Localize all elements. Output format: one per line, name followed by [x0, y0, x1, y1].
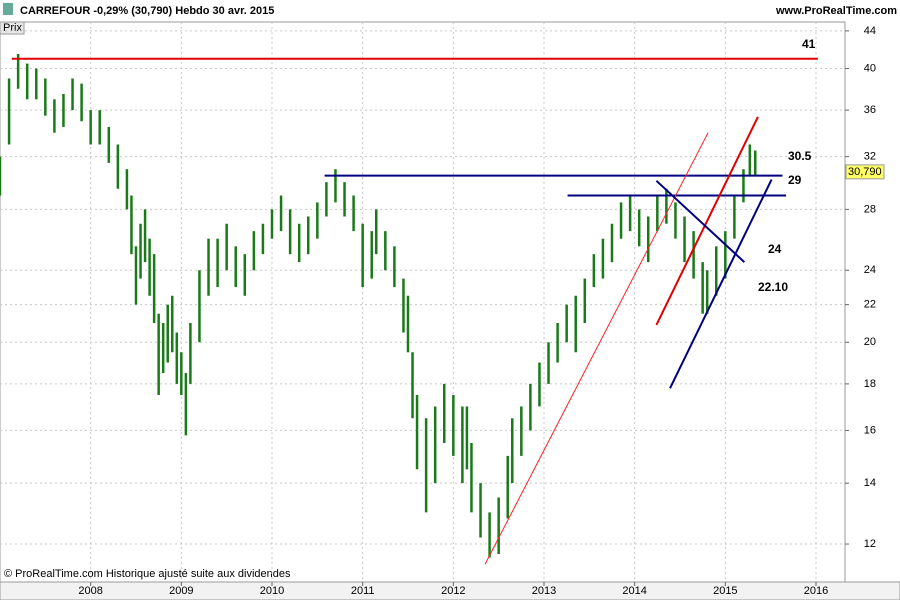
trend-line	[655, 180, 746, 263]
y-tick-label: 36	[864, 104, 876, 116]
x-tick-label: 2014	[622, 585, 646, 597]
x-tick-label: 2008	[78, 585, 102, 597]
trend-line	[669, 179, 773, 389]
x-axis-band	[0, 581, 900, 600]
axis-label: Prix	[3, 22, 22, 34]
plot-area	[0, 21, 846, 583]
y-tick-label: 40	[864, 62, 876, 74]
annotation: 41	[802, 37, 816, 51]
x-tick-label: 2011	[351, 585, 375, 597]
annotation: 30.5	[788, 149, 812, 163]
trend-line	[655, 116, 759, 326]
y-tick-label: 16	[864, 424, 876, 436]
annotation: 29	[788, 173, 802, 187]
chart-title: CARREFOUR -0,29% (30,790) Hebdo 30 avr. …	[20, 5, 274, 17]
x-tick-label: 2016	[804, 585, 828, 597]
y-tick-label: 24	[864, 264, 876, 276]
y-tick-label: 12	[864, 538, 876, 550]
x-tick-label: 2010	[260, 585, 284, 597]
y-tick-label: 14	[864, 477, 876, 489]
y-tick-label: 44	[864, 25, 876, 37]
price-tag-label: 30,790	[848, 166, 882, 178]
y-tick-label: 28	[864, 203, 876, 215]
annotation: 24	[768, 242, 782, 256]
y-tick-label: 20	[864, 336, 876, 348]
x-tick-label: 2015	[713, 585, 737, 597]
price-tag	[845, 164, 885, 180]
x-tick-label: 2013	[532, 585, 556, 597]
icon	[3, 3, 13, 15]
source: www.ProRealTime.com	[775, 5, 897, 17]
y-tick-label: 18	[864, 378, 876, 390]
y-tick-label: 22	[864, 299, 876, 311]
footnote: © ProRealTime.com Historique ajusté suit…	[4, 568, 291, 580]
x-tick-label: 2009	[169, 585, 193, 597]
x-tick-label: 2012	[441, 585, 465, 597]
annotation: 22.10	[758, 280, 788, 294]
trend-line	[484, 132, 709, 565]
y-tick-label: 32	[864, 151, 876, 163]
